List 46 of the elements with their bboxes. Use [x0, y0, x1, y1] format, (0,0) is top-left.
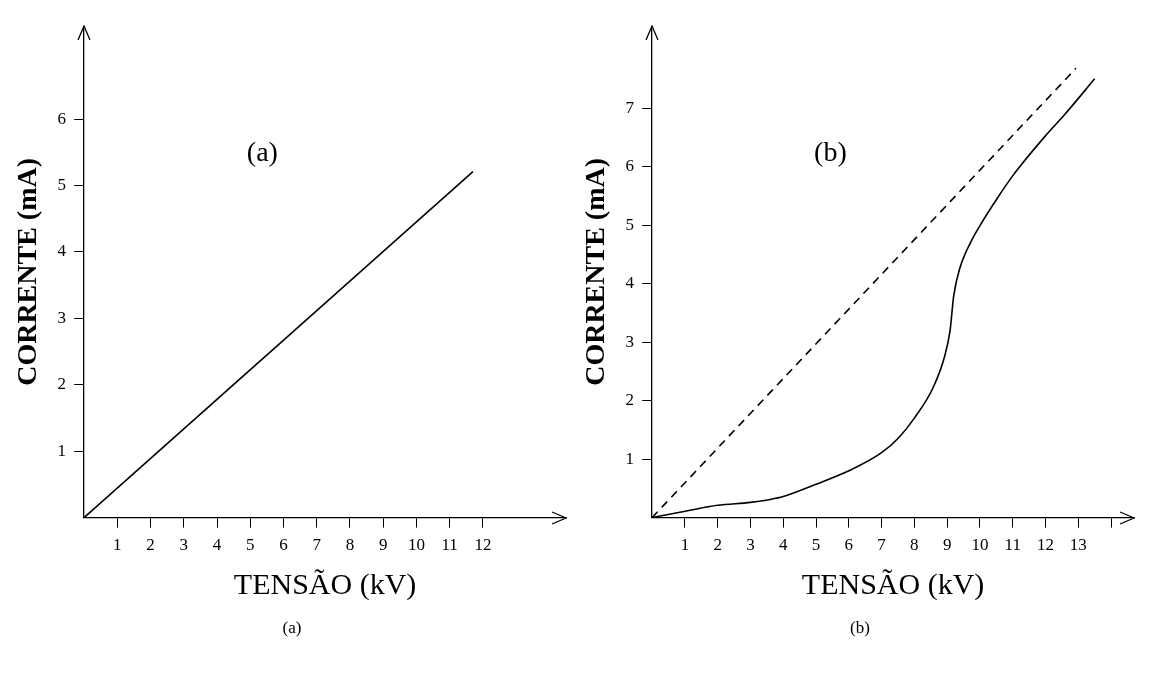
x-tick-label: 9 [942, 535, 952, 555]
x-tick-label: 8 [345, 535, 355, 555]
y-tick-label: 1 [625, 448, 635, 468]
y-tick-label: 3 [57, 307, 67, 327]
text: (a) [246, 136, 278, 168]
y-tick-label: 5 [625, 214, 635, 234]
y-tick-label: 7 [625, 97, 635, 117]
x-tick-label: 4 [778, 535, 788, 555]
y-axis-title: CORRENTE (mA) [579, 157, 611, 386]
x-tick-label: 8 [910, 535, 919, 555]
y-tick-label: 4 [57, 241, 67, 261]
x-tick-label: 1 [680, 535, 690, 555]
text: (a) [281, 618, 303, 638]
y-tick-label: 3 [625, 331, 635, 351]
x-axis-title: TENSÃO (kV) [801, 566, 985, 601]
x-tick-label: 11 [1004, 535, 1021, 555]
y-tick-label: 2 [625, 390, 635, 410]
x-tick-label: 6 [279, 535, 288, 555]
x-tick-label: 10 [971, 535, 989, 555]
y-tick-label: 5 [57, 175, 67, 195]
y-tick-label: 4 [625, 273, 635, 293]
x-tick-label: 5 [246, 535, 255, 555]
x-tick-label: 6 [844, 535, 854, 555]
x-tick-label: 7 [877, 535, 887, 555]
x-tick-label: 2 [146, 535, 155, 555]
x-tick-label: 12 [1036, 535, 1054, 555]
y-tick-label: 6 [57, 108, 67, 128]
x-tick-label: 9 [378, 535, 388, 555]
x-tick-label: 1 [113, 535, 122, 555]
x-tick-label: 3 [746, 535, 755, 555]
y-tick-label: 6 [625, 156, 635, 176]
y-tick-label: 1 [57, 440, 67, 460]
x-tick-label: 11 [441, 535, 458, 555]
x-tick-label: 4 [212, 535, 222, 555]
x-tick-label: 3 [179, 535, 189, 555]
x-tick-label: 7 [312, 535, 322, 555]
x-tick-label: 10 [407, 535, 425, 555]
text: (b) [849, 618, 871, 638]
x-tick-label: 13 [1069, 535, 1087, 555]
text: (b) [814, 136, 847, 168]
y-tick-label: 2 [57, 374, 67, 394]
x-tick-label: 5 [811, 535, 821, 555]
x-tick-label: 2 [713, 535, 722, 555]
x-tick-label: 12 [474, 535, 492, 555]
x-axis-title: TENSÃO (kV) [233, 566, 417, 601]
y-axis-title: CORRENTE (mA) [11, 157, 43, 386]
